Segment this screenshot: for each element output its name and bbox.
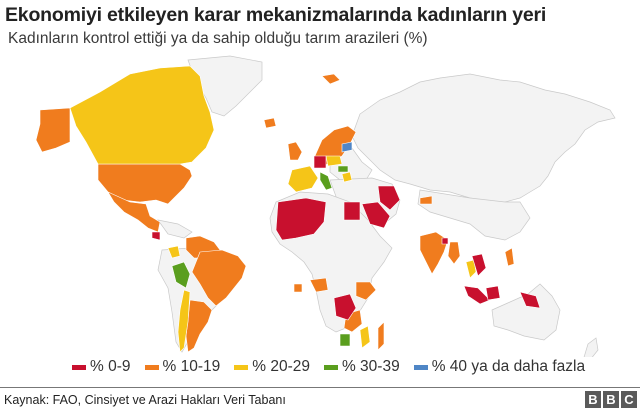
- region-nigeria-ghana: [309, 277, 329, 293]
- region-brazil: [191, 249, 247, 307]
- region-india: [419, 231, 449, 275]
- region-canada: [69, 65, 215, 165]
- region-germany: [313, 155, 327, 169]
- region-indochina: [471, 253, 487, 277]
- region-russia-asia: [351, 73, 616, 203]
- map-legend: % 0-9 % 10-19 % 20-29 % 30-39 % 40 ya da…: [72, 358, 585, 376]
- region-myanmar: [447, 241, 461, 265]
- chart-title: Ekonomiyi etkileyen karar mekanizmaların…: [5, 4, 547, 26]
- legend-swatch-orange: [144, 364, 159, 370]
- legend-item-30-39: % 30-39: [323, 358, 400, 376]
- footer-divider: [0, 387, 640, 388]
- legend-item-0-9: % 0-9: [72, 358, 131, 376]
- legend-swatch-green: [323, 364, 338, 370]
- region-caribbean: [157, 219, 193, 239]
- region-chile: [177, 289, 191, 353]
- legend-item-40-plus: % 40 ya da daha fazla: [413, 358, 586, 376]
- world-map: [0, 52, 640, 357]
- region-kyrgyzstan: [419, 195, 433, 205]
- region-guatemala: [151, 231, 161, 241]
- region-poland: [325, 155, 343, 167]
- region-bangladesh: [441, 237, 449, 245]
- region-papua: [519, 291, 541, 309]
- legend-swatch-yellow: [234, 364, 249, 370]
- region-botswana: [339, 333, 351, 347]
- region-baltics: [341, 141, 353, 153]
- legend-item-10-19: % 10-19: [144, 358, 221, 376]
- region-new-zealand: [583, 337, 599, 357]
- region-peru: [171, 261, 191, 289]
- region-indonesia-west: [463, 285, 491, 305]
- legend-label: % 10-19: [162, 358, 221, 375]
- bbc-logo: B B C: [583, 391, 637, 408]
- bbc-logo-letter: C: [621, 391, 637, 408]
- legend-label: % 30-39: [341, 358, 400, 375]
- region-egypt: [343, 201, 361, 221]
- region-philippines: [504, 247, 515, 267]
- legend-item-20-29: % 20-29: [234, 358, 310, 376]
- legend-label: % 0-9: [90, 358, 131, 375]
- region-argentina: [185, 299, 213, 353]
- legend-label: % 20-29: [252, 358, 310, 375]
- region-australia: [491, 283, 561, 341]
- region-madagascar: [377, 321, 385, 351]
- region-hungary: [337, 165, 349, 173]
- region-bulgaria: [341, 171, 353, 183]
- region-alaska: [35, 107, 71, 153]
- region-malawi-mozambique: [359, 325, 371, 349]
- region-indonesia-borneo: [485, 285, 501, 301]
- region-iran: [377, 185, 401, 211]
- chart-subtitle: Kadınların kontrol ettiği ya da sahip ol…: [8, 30, 428, 47]
- region-panama-ecuador: [167, 245, 181, 259]
- bbc-logo-letter: B: [603, 391, 619, 408]
- legend-label: % 40 ya da daha fazla: [431, 358, 586, 375]
- region-saudi-arabia: [361, 201, 391, 229]
- region-east-asia: [417, 189, 531, 241]
- source-note: Kaynak: FAO, Cinsiyet ve Arazi Hakları V…: [4, 393, 286, 407]
- region-france-spain: [287, 165, 319, 193]
- region-dr-congo: [333, 293, 357, 321]
- bbc-logo-letter: B: [585, 391, 601, 408]
- region-thailand: [465, 259, 477, 279]
- region-ethiopia: [355, 281, 377, 301]
- legend-swatch-red: [72, 364, 86, 370]
- region-svalbard: [321, 73, 341, 85]
- region-uk-ireland: [287, 141, 303, 161]
- region-iceland: [263, 117, 277, 129]
- region-italy: [319, 171, 333, 191]
- region-westafrica-small: [293, 283, 303, 293]
- legend-swatch-blue: [413, 364, 428, 370]
- region-north-africa-west: [275, 197, 327, 241]
